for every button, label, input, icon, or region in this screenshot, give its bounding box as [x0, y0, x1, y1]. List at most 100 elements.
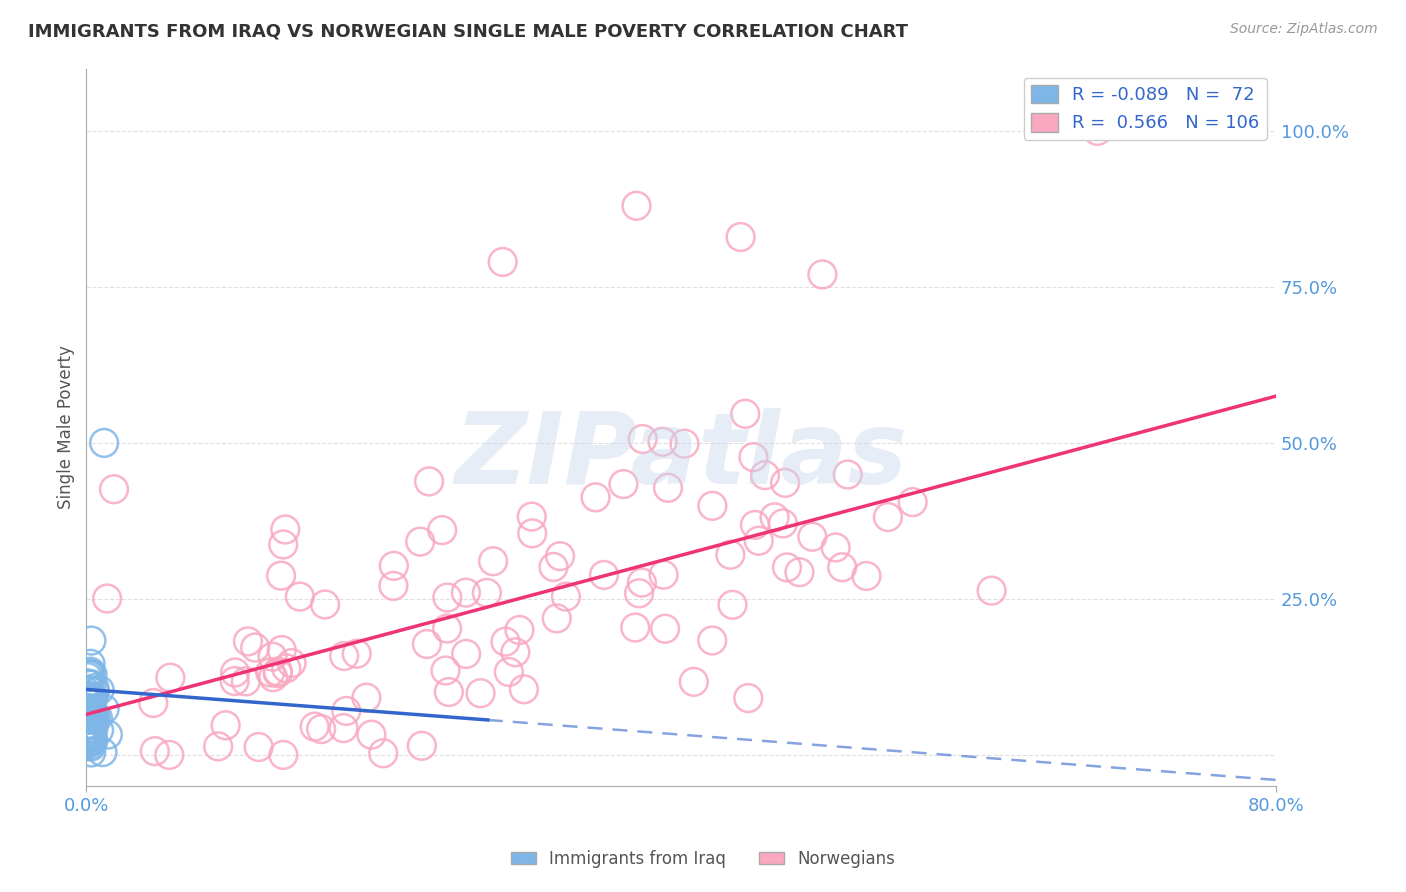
Point — [360, 728, 382, 742]
Point — [157, 747, 180, 762]
Point — [333, 648, 356, 663]
Point — [76, 670, 98, 684]
Point — [80, 701, 103, 715]
Text: IMMIGRANTS FROM IRAQ VS NORWEGIAN SINGLE MALE POVERTY CORRELATION CHART: IMMIGRANTS FROM IRAQ VS NORWEGIAN SINGLE… — [28, 22, 908, 40]
Point — [80, 731, 103, 745]
Point — [259, 665, 281, 680]
Point — [80, 733, 103, 747]
Point — [332, 721, 354, 735]
Legend: Immigrants from Iraq, Norwegians: Immigrants from Iraq, Norwegians — [503, 844, 903, 875]
Point — [79, 726, 101, 740]
Point — [77, 691, 100, 706]
Point — [247, 739, 270, 754]
Point — [82, 722, 104, 736]
Point — [430, 523, 453, 537]
Point — [84, 712, 107, 726]
Point — [409, 534, 432, 549]
Point — [271, 747, 294, 762]
Point — [83, 681, 105, 695]
Point — [76, 702, 98, 716]
Point — [811, 268, 834, 282]
Point — [236, 634, 259, 648]
Point — [80, 746, 103, 760]
Point — [224, 665, 246, 680]
Point — [77, 726, 100, 740]
Point — [76, 701, 98, 715]
Point — [737, 691, 759, 706]
Point — [628, 586, 651, 600]
Point — [79, 729, 101, 743]
Point — [97, 728, 120, 742]
Point — [877, 510, 900, 524]
Point — [235, 674, 257, 689]
Point — [411, 739, 433, 753]
Point — [520, 509, 543, 524]
Point — [243, 640, 266, 655]
Point — [270, 568, 292, 582]
Point — [76, 727, 98, 741]
Point — [657, 481, 679, 495]
Point — [76, 723, 98, 737]
Point — [652, 567, 675, 582]
Point — [373, 746, 395, 760]
Point — [772, 516, 794, 531]
Point — [555, 590, 578, 604]
Point — [470, 686, 492, 700]
Point — [89, 683, 111, 698]
Y-axis label: Single Male Poverty: Single Male Poverty — [58, 345, 75, 509]
Point — [437, 685, 460, 699]
Point — [482, 554, 505, 568]
Point — [79, 666, 101, 681]
Point — [76, 676, 98, 690]
Point — [82, 667, 104, 681]
Point — [79, 665, 101, 679]
Point — [80, 693, 103, 707]
Point — [522, 526, 544, 541]
Point — [93, 436, 115, 450]
Point — [75, 685, 97, 699]
Point — [382, 579, 405, 593]
Point — [79, 677, 101, 691]
Point — [434, 664, 457, 678]
Point — [80, 707, 103, 722]
Point — [142, 696, 165, 710]
Point — [271, 537, 294, 551]
Point — [79, 718, 101, 732]
Point — [718, 548, 741, 562]
Point — [76, 732, 98, 747]
Point — [1087, 124, 1109, 138]
Point — [837, 467, 859, 482]
Point — [79, 703, 101, 717]
Point — [77, 710, 100, 724]
Text: Source: ZipAtlas.com: Source: ZipAtlas.com — [1230, 22, 1378, 37]
Point — [224, 673, 246, 688]
Legend: R = -0.089   N =  72, R =  0.566   N = 106: R = -0.089 N = 72, R = 0.566 N = 106 — [1024, 78, 1267, 140]
Point — [654, 622, 676, 636]
Point — [79, 657, 101, 671]
Point — [82, 734, 104, 748]
Point — [87, 723, 110, 738]
Point — [682, 674, 704, 689]
Point — [593, 568, 616, 582]
Point — [77, 723, 100, 737]
Point — [274, 523, 297, 537]
Point — [103, 482, 125, 496]
Point — [84, 685, 107, 699]
Point — [214, 718, 236, 732]
Point — [267, 665, 290, 679]
Point — [80, 690, 103, 704]
Point — [673, 436, 696, 450]
Point — [75, 737, 97, 751]
Point — [80, 739, 103, 754]
Point — [585, 491, 607, 505]
Point — [702, 633, 724, 648]
Point — [416, 637, 439, 651]
Point — [83, 708, 105, 723]
Point — [76, 703, 98, 717]
Point — [76, 713, 98, 727]
Point — [436, 591, 458, 605]
Point — [702, 499, 724, 513]
Point — [77, 691, 100, 706]
Point — [77, 682, 100, 697]
Point — [543, 560, 565, 574]
